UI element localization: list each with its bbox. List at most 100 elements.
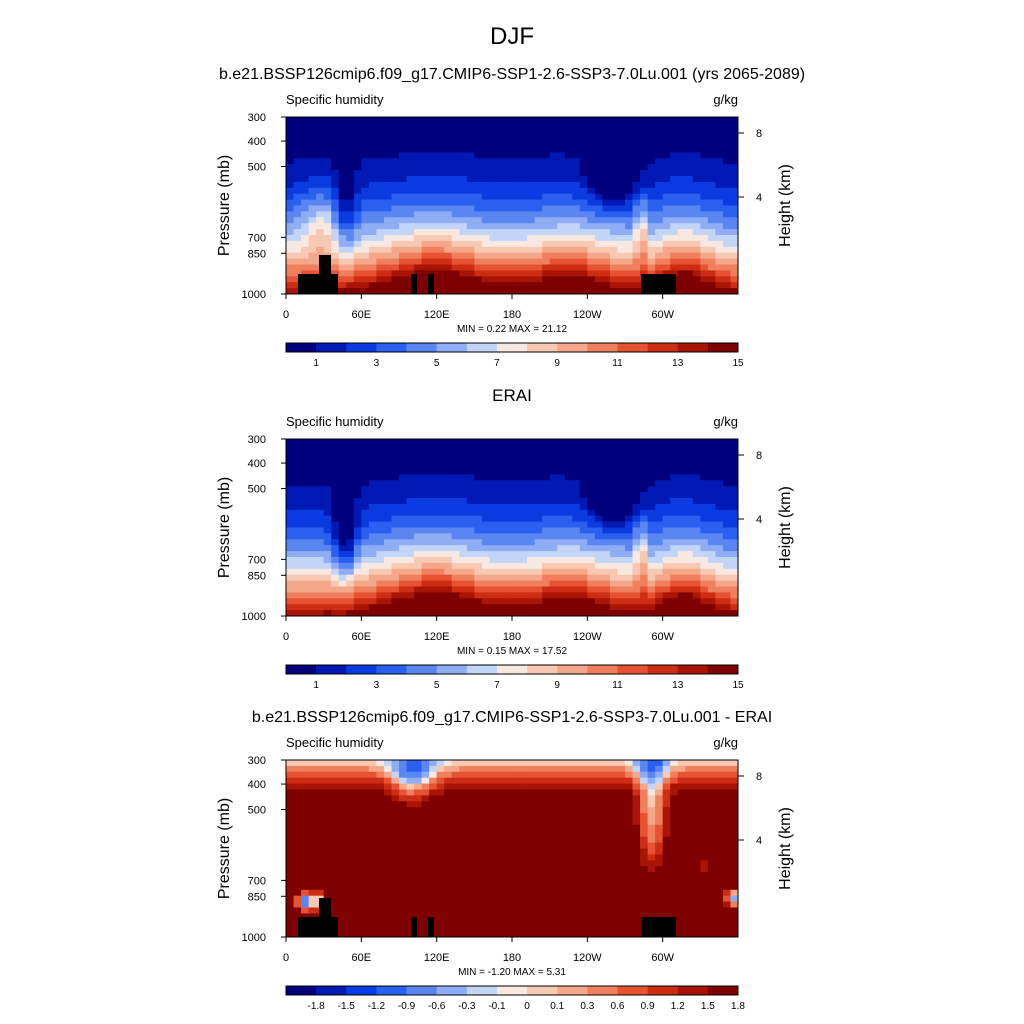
contour-cell [361, 819, 370, 826]
contour-cell [481, 217, 490, 224]
contour-cell [406, 282, 415, 289]
contour-cell [308, 492, 317, 499]
contour-cell [722, 164, 731, 171]
contour-cell [579, 187, 588, 195]
contour-cell [338, 158, 347, 165]
contour-cell [466, 187, 475, 195]
contour-cell [587, 439, 596, 446]
terrain-block [428, 274, 434, 294]
contour-cell [414, 819, 422, 826]
contour-cell [564, 240, 573, 248]
contour-cell [376, 229, 385, 236]
contour-cell [301, 205, 309, 212]
contour-cell [308, 527, 317, 534]
contour-cell [670, 765, 679, 773]
contour-cell [368, 211, 377, 218]
x-tick-label: 180 [503, 631, 521, 643]
contour-cell [489, 813, 498, 820]
contour-cell [655, 217, 664, 224]
contour-cell [625, 813, 633, 820]
contour-cell [504, 801, 513, 808]
contour-cell [722, 187, 731, 195]
contour-cell [308, 854, 317, 861]
contour-cell [564, 229, 573, 236]
contour-cell [459, 539, 468, 546]
contour-cell [609, 170, 618, 177]
contour-cell [640, 777, 648, 784]
contour-cell [474, 439, 483, 446]
contour-cell [331, 134, 340, 141]
contour-cell [489, 480, 498, 487]
contour-cell [557, 480, 566, 487]
contour-cell [730, 586, 739, 593]
contour-cell [316, 580, 325, 587]
contour-cell [715, 860, 724, 867]
contour-cell [421, 134, 430, 141]
contour-cell [429, 521, 438, 528]
contour-cell [376, 568, 385, 576]
contour-cell [489, 509, 498, 517]
contour-cell [489, 444, 498, 452]
contour-cell [421, 836, 430, 843]
contour-cell [662, 170, 671, 177]
contour-cell [594, 264, 603, 271]
contour-cell [730, 134, 739, 141]
contour-cell [579, 533, 588, 540]
contour-cell [655, 134, 664, 141]
contour-cell [489, 270, 498, 277]
contour-cell [519, 521, 528, 528]
contour-cell [722, 789, 731, 796]
contour-cell [557, 872, 566, 879]
contour-cell [414, 830, 422, 838]
contour-cell [579, 539, 588, 546]
contour-cell [414, 217, 422, 224]
contour-cell [587, 819, 596, 826]
contour-cell [722, 199, 731, 206]
contour-cell [692, 134, 701, 141]
contour-cell [496, 539, 505, 546]
contour-cell [692, 848, 701, 855]
contour-cell [301, 765, 309, 773]
contour-cell [602, 574, 611, 581]
contour-cell [481, 492, 490, 499]
contour-cell [587, 211, 596, 218]
contour-cell [406, 503, 415, 511]
contour-cell [323, 562, 332, 570]
contour-cell [564, 223, 573, 230]
contour-cell [534, 240, 543, 248]
contour-cell [436, 509, 445, 517]
contour-cell [594, 258, 603, 265]
contour-cell [308, 223, 317, 230]
contour-cell [436, 783, 445, 790]
contour-cell [527, 152, 535, 159]
contour-cell [459, 562, 468, 570]
contour-cell [572, 515, 581, 522]
contour-cell [692, 527, 701, 534]
contour-cell [609, 509, 618, 517]
contour-cell [557, 122, 566, 130]
contour-cell [308, 170, 317, 177]
contour-cell [353, 533, 362, 540]
contour-cell [368, 122, 377, 130]
contour-cell [557, 610, 566, 617]
contour-cell [316, 211, 325, 218]
contour-cell [685, 146, 694, 153]
contour-cell [444, 480, 453, 487]
contour-cell [361, 860, 370, 867]
contour-cell [331, 509, 340, 517]
contour-cell [557, 152, 566, 159]
contour-cell [436, 258, 445, 265]
contour-cell [316, 122, 325, 130]
contour-cell [466, 801, 475, 808]
contour-cell [504, 771, 513, 779]
contour-cell [617, 848, 626, 855]
contour-cell [399, 533, 407, 540]
contour-cell [481, 503, 490, 511]
contour-cell [489, 450, 498, 458]
contour-cell [406, 515, 415, 522]
contour-cell [346, 211, 355, 218]
contour-cell [647, 545, 656, 552]
contour-cell [685, 521, 694, 528]
contour-cell [549, 813, 558, 820]
contour-cell [399, 760, 407, 767]
